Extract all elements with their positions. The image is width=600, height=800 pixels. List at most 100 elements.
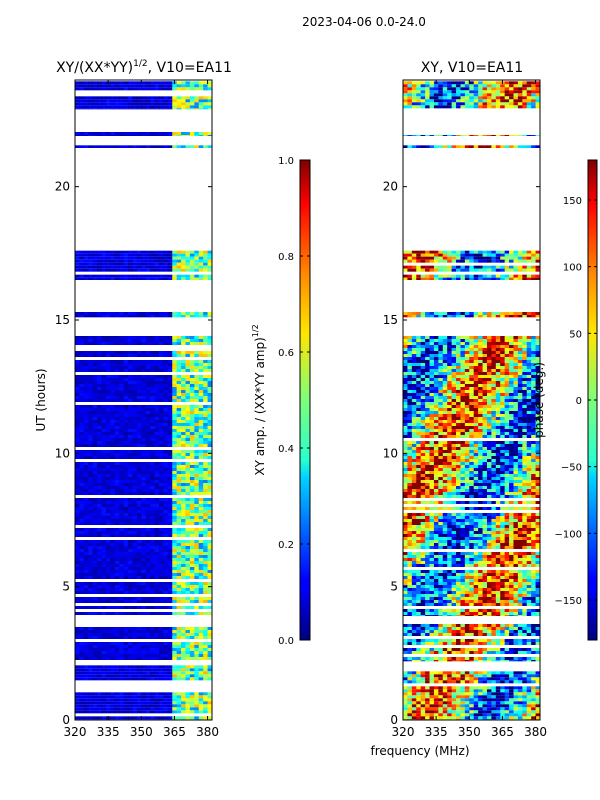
heatmap-cell (473, 627, 479, 630)
heatmap-cell (158, 698, 164, 702)
heatmap-cell (513, 624, 519, 627)
heatmap-cell (460, 642, 466, 645)
heatmap-cell (136, 674, 142, 678)
heatmap-cell (189, 132, 195, 135)
heatmap-cell (110, 510, 116, 513)
heatmap-cell (101, 555, 107, 558)
heatmap-cell (136, 259, 142, 263)
heatmap-cell (176, 642, 182, 645)
heatmap-cell (150, 665, 155, 669)
heatmap-cell (119, 262, 125, 266)
heatmap-cell (531, 342, 536, 345)
heatmap-cell (92, 501, 98, 504)
heatmap-cell (420, 716, 426, 720)
heatmap-cell (110, 483, 116, 486)
heatmap-cell (535, 713, 541, 717)
heatmap-cell (189, 408, 195, 411)
heatmap-cell (150, 564, 155, 567)
heatmap-cell (136, 339, 142, 342)
heatmap-cell (526, 701, 532, 705)
heatmap-cell (167, 378, 173, 381)
heatmap-cell (442, 660, 448, 662)
heatmap-cell (79, 585, 85, 588)
heatmap-cell (83, 648, 89, 651)
heatmap-cell (145, 81, 151, 85)
heatmap-cell (482, 701, 488, 705)
heatmap-cell (136, 265, 142, 269)
heatmap-cell (163, 450, 169, 453)
heatmap-cell (411, 671, 417, 675)
heatmap-cell (150, 417, 155, 420)
heatmap-cell (442, 657, 448, 660)
heatmap-cell (75, 636, 80, 639)
heatmap-cell (110, 558, 116, 561)
heatmap-cell (92, 477, 98, 480)
heatmap-cell (194, 132, 200, 135)
heatmap-cell (522, 657, 528, 660)
heatmap-cell (172, 366, 178, 369)
heatmap-cell (97, 351, 102, 354)
heatmap-cell (123, 570, 129, 573)
heatmap-cell (141, 99, 147, 103)
heatmap-cell (478, 716, 483, 720)
heatmap-cell (79, 710, 85, 714)
heatmap-cell (105, 642, 111, 645)
heatmap-cell (163, 375, 169, 378)
heatmap-cell (101, 716, 107, 720)
heatmap-cell (464, 642, 470, 645)
heatmap-cell (513, 657, 519, 660)
heatmap-cell (123, 84, 129, 88)
heatmap-cell (83, 477, 89, 480)
heatmap-cell (491, 651, 497, 654)
heatmap-cell (92, 636, 98, 639)
heatmap-cell (83, 453, 89, 456)
heatmap-cell (136, 471, 142, 474)
heatmap-cell (83, 342, 89, 345)
heatmap-cell (442, 689, 448, 693)
heatmap-cell (114, 546, 120, 549)
heatmap-cell (154, 543, 160, 546)
heatmap-cell (119, 716, 125, 720)
heatmap-cell (181, 504, 186, 507)
heatmap-cell (136, 489, 142, 492)
heatmap-cell (97, 516, 102, 519)
heatmap-cell (123, 522, 129, 525)
heatmap-cell (158, 498, 164, 501)
heatmap-cell (185, 450, 191, 453)
heatmap-cell (486, 698, 492, 702)
heatmap-cell (88, 369, 94, 372)
heatmap-cell (198, 312, 204, 315)
heatmap-cell (167, 600, 173, 603)
heatmap-cell (167, 492, 173, 495)
heatmap-cell (141, 543, 147, 546)
heatmap-cell (136, 636, 142, 639)
heatmap-cell (469, 345, 475, 348)
heatmap-cell (176, 695, 182, 699)
heatmap-cell (97, 501, 102, 504)
heatmap-cell (185, 558, 191, 561)
heatmap-cell (167, 396, 173, 399)
heatmap-cell (97, 102, 102, 106)
heatmap-cell (194, 546, 200, 549)
heatmap-cell (119, 145, 125, 148)
heatmap-cell (433, 695, 439, 699)
heatmap-cell (136, 369, 142, 372)
heatmap-cell (163, 435, 169, 438)
heatmap-cell (172, 384, 178, 387)
heatmap-cell (114, 564, 120, 567)
heatmap-cell (163, 543, 169, 546)
heatmap-cell (194, 558, 200, 561)
colorbar-tick-label: 1.0 (278, 156, 294, 167)
heatmap-cell (158, 564, 164, 567)
heatmap-cell (119, 408, 125, 411)
heatmap-cell (522, 357, 528, 360)
heatmap-cell (136, 648, 142, 651)
heatmap-cell (154, 435, 160, 438)
heatmap-cell (172, 426, 178, 429)
heatmap-cell (522, 345, 528, 348)
heatmap-cell (478, 660, 483, 662)
heatmap-cell (141, 441, 147, 444)
heatmap-cell (185, 145, 191, 148)
heatmap-cell (460, 689, 466, 693)
